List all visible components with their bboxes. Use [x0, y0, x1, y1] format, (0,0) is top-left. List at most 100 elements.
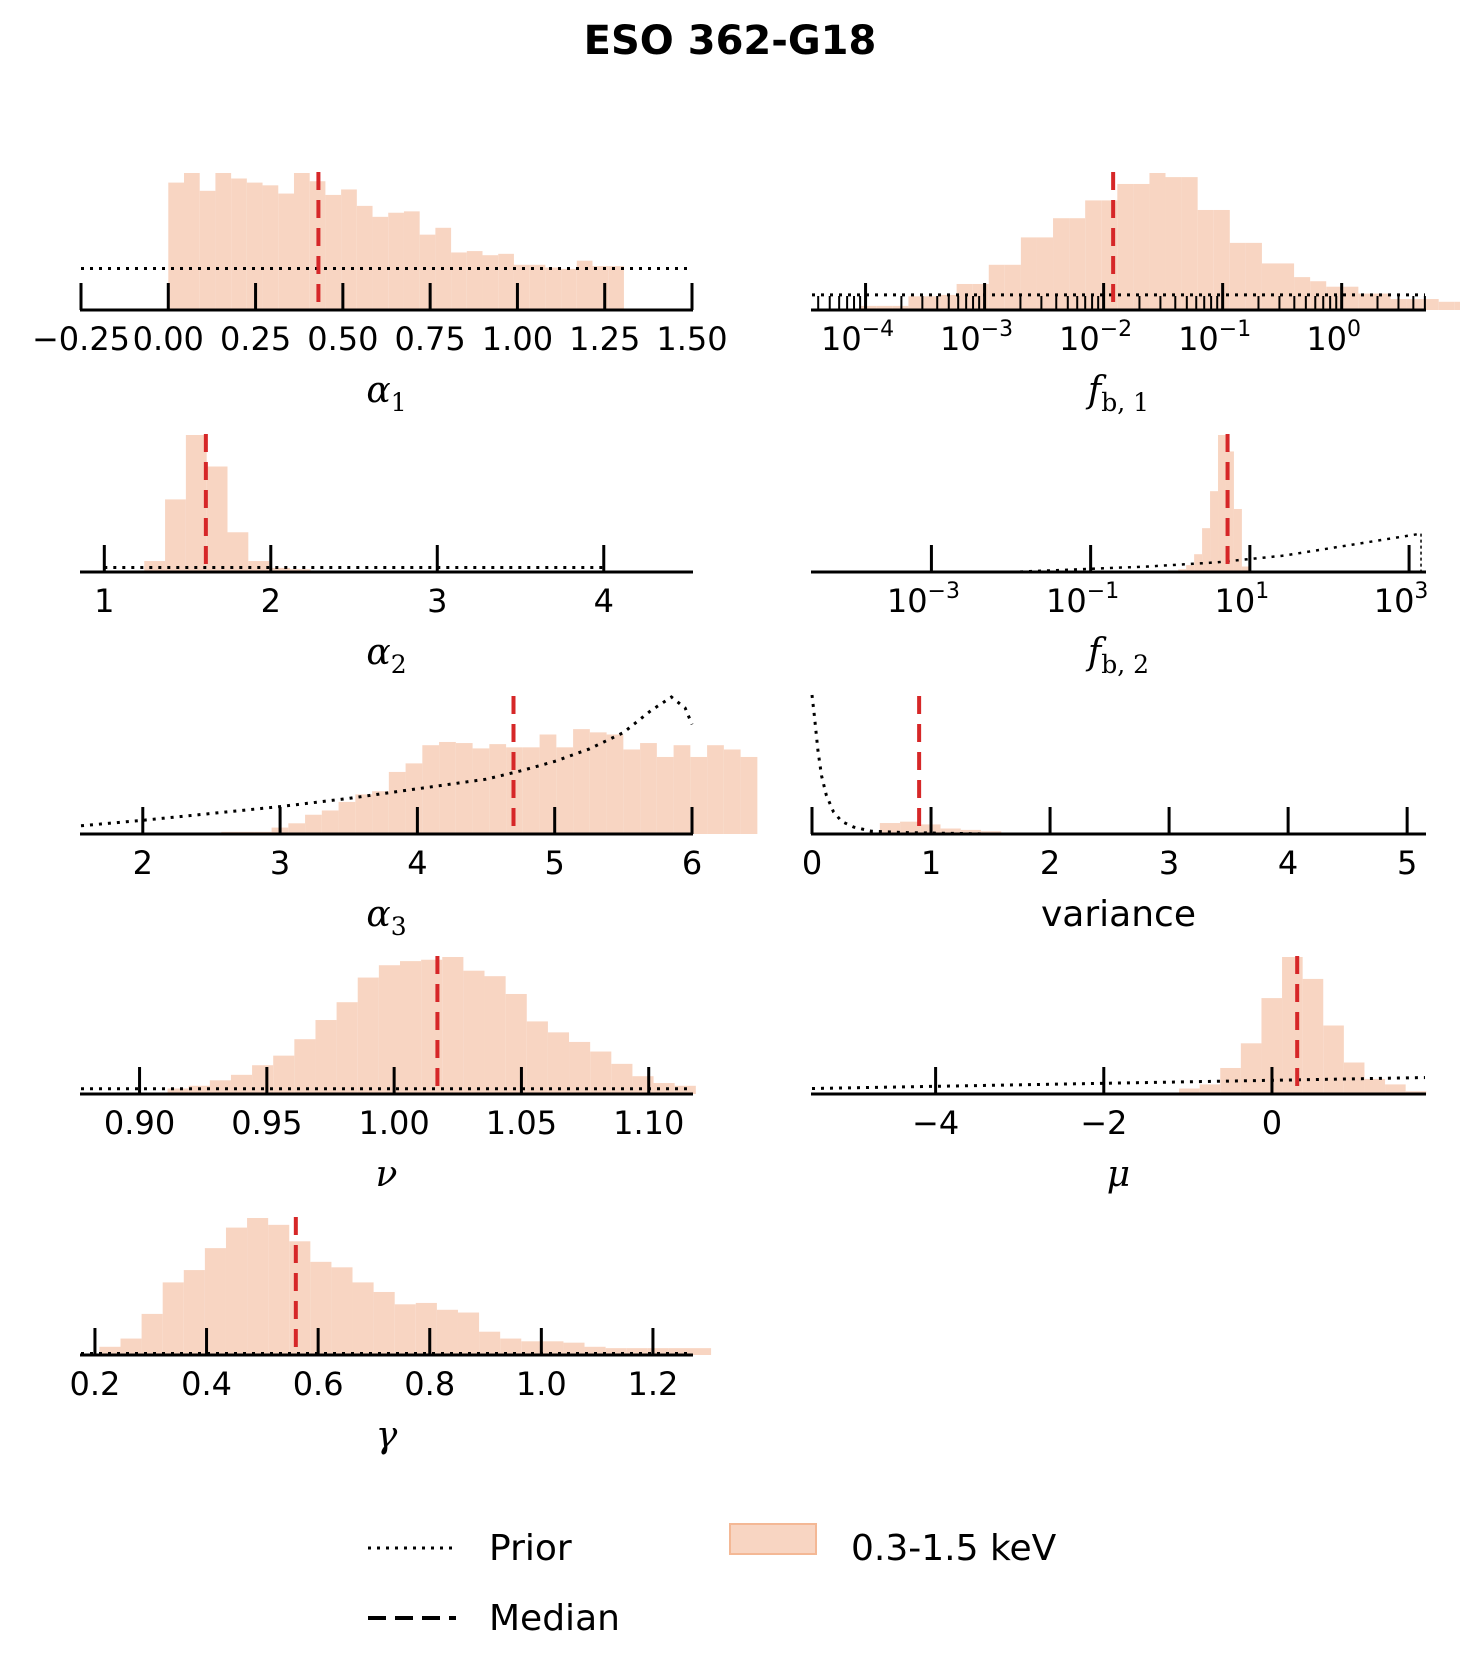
histogram-bar — [185, 435, 207, 572]
histogram-bar — [199, 190, 216, 310]
histogram-bar — [262, 185, 279, 310]
histogram-bar — [576, 260, 593, 310]
tick-exponent: −3 — [981, 317, 1013, 342]
x-tick-label: 0.90 — [104, 1104, 175, 1142]
histogram-bar — [168, 182, 184, 310]
histogram-bar — [647, 1348, 669, 1355]
histogram-bar — [209, 1080, 231, 1094]
x-tick-label: 100 — [1306, 317, 1361, 358]
histogram-bar — [1241, 566, 1250, 572]
histogram-bar — [373, 1291, 395, 1355]
histogram-bar — [605, 1348, 627, 1355]
histogram-bar — [394, 1304, 416, 1355]
histogram-bar — [1117, 183, 1134, 310]
x-tick-label: 10−4 — [821, 317, 894, 358]
x-tick-label: 10−1 — [1046, 579, 1119, 620]
histogram-bar — [653, 1083, 675, 1094]
histogram-bar — [162, 1282, 184, 1355]
x-tick-label: 1.10 — [613, 1104, 684, 1142]
histogram-bar — [206, 466, 228, 572]
histogram-bar — [640, 743, 657, 834]
histogram-bar — [1149, 173, 1166, 310]
x-axis-label: α2 — [366, 632, 406, 679]
histogram-bar — [1197, 209, 1214, 310]
x-axis-label: fb, 2 — [1085, 632, 1149, 679]
panel-fb1: 10−4 10−3 10−2 10−1 100 fb, 1 — [811, 172, 1460, 417]
x-tick-label: 1.25 — [569, 320, 640, 358]
histogram-bar — [900, 821, 921, 834]
tick-exponent: −1 — [1219, 317, 1251, 342]
x-tick-label: 2 — [261, 582, 281, 620]
x-tick-label: 3 — [270, 844, 290, 882]
histogram-bar — [606, 734, 624, 834]
legend-histogram-swatch — [729, 1523, 817, 1555]
histogram-bar — [419, 234, 436, 310]
histogram-bar — [315, 1020, 337, 1094]
panel-alpha2: 1 2 3 4 α2 — [80, 434, 693, 679]
figure-title: ESO 362-G18 — [584, 18, 877, 64]
tick-exponent: −3 — [928, 579, 960, 604]
histogram-bar — [165, 499, 186, 572]
histogram-bar — [689, 1348, 712, 1355]
histogram-bar — [331, 1267, 353, 1355]
histogram-bar — [608, 266, 624, 310]
histogram-bar — [1179, 1088, 1200, 1094]
histogram-bar — [489, 744, 507, 834]
histogram-bar — [892, 305, 909, 310]
histogram-bar — [522, 747, 540, 834]
histogram-bar — [1364, 1078, 1386, 1094]
histogram-bar — [341, 189, 357, 310]
histogram-bar — [399, 961, 422, 1094]
histogram-bar — [668, 1348, 690, 1355]
x-tick-label: 0.75 — [395, 320, 466, 358]
histogram-bar — [707, 745, 724, 834]
prior-curve — [810, 694, 1425, 836]
histogram-bar — [225, 1227, 248, 1355]
x-tick-label: 0.25 — [220, 320, 291, 358]
histogram-bar — [482, 255, 499, 310]
histogram-bar — [463, 970, 485, 1094]
histogram-bar — [1069, 218, 1086, 310]
x-tick-label: 2 — [133, 844, 153, 882]
histogram-bar — [584, 1346, 606, 1355]
x-axis-label-subscript: 3 — [391, 912, 407, 941]
x-tick-label: 2 — [1040, 844, 1060, 882]
histogram-bar — [1220, 1067, 1241, 1094]
histogram-bar — [472, 748, 490, 834]
x-axis-label-subscript: b, 1 — [1101, 388, 1149, 417]
x-axis-label: μ — [1107, 1154, 1130, 1195]
x-tick-label: 1.0 — [516, 1365, 567, 1403]
panel-variance: 0 1 2 3 4 5 variance — [802, 694, 1426, 935]
panel-fb2: 10−3 10−1 101 103 fb, 2 — [811, 434, 1428, 679]
histogram-bar — [1101, 200, 1118, 310]
histogram-bar — [539, 734, 557, 834]
histogram-bar — [561, 268, 577, 310]
histogram-bar — [278, 193, 294, 310]
histogram-bar — [940, 828, 961, 834]
histogram-bar — [860, 305, 877, 310]
prior-line — [811, 1076, 1426, 1091]
histogram-bar — [1218, 435, 1226, 572]
histogram-bar — [442, 957, 464, 1094]
x-tick-label: 1.05 — [486, 1104, 557, 1142]
x-tick-label: 4 — [1278, 844, 1298, 882]
histogram-bar — [466, 251, 483, 310]
x-axis-label: fb, 1 — [1085, 370, 1149, 417]
histogram-bar — [723, 749, 741, 834]
x-tick-label: 1.2 — [627, 1365, 678, 1403]
x-tick-label: 4 — [594, 582, 614, 620]
histogram-bar — [1240, 1043, 1262, 1094]
histogram-bar — [336, 1002, 358, 1094]
legend: Prior Median 0.3-1.5 keV — [368, 1523, 1057, 1639]
histogram-bar — [289, 1241, 311, 1355]
histogram-bar — [120, 1338, 142, 1355]
histogram-bar — [876, 305, 893, 310]
histogram-bar — [908, 296, 925, 310]
histogram-bar — [1406, 299, 1423, 310]
x-axis-label: γ — [376, 1415, 398, 1456]
x-tick-label: 0 — [802, 844, 822, 882]
histogram-bar — [141, 1313, 163, 1355]
tick-exponent: 3 — [1414, 579, 1428, 604]
histogram-bar — [1085, 200, 1102, 310]
